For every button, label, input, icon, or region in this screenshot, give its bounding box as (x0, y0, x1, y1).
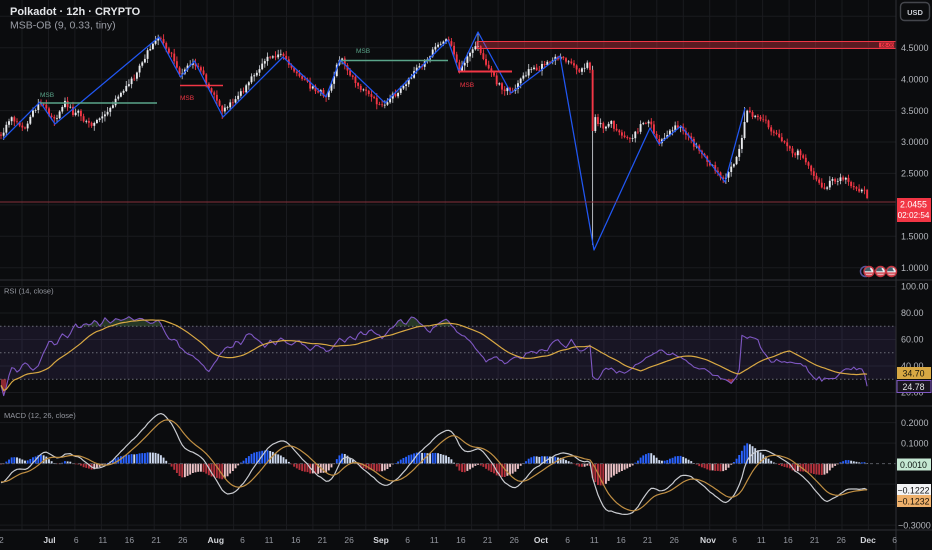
svg-text:3.5000: 3.5000 (901, 106, 929, 116)
svg-text:0.2000: 0.2000 (901, 418, 929, 428)
svg-text:2: 2 (0, 535, 4, 545)
svg-text:MSB: MSB (356, 48, 370, 55)
svg-text:80.00: 80.00 (901, 308, 924, 318)
svg-text:MSB-OB (9, 0.33, tiny): MSB-OB (9, 0.33, tiny) (10, 20, 116, 32)
svg-text:−0.3000: −0.3000 (898, 520, 931, 530)
svg-text:26: 26 (669, 535, 679, 545)
svg-text:MSB: MSB (180, 95, 194, 102)
svg-text:Sep: Sep (373, 535, 389, 545)
svg-text:100.00: 100.00 (901, 282, 929, 292)
svg-text:60.00: 60.00 (901, 335, 924, 345)
svg-text:Polkadot · 12h · CRYPTO: Polkadot · 12h · CRYPTO (10, 6, 141, 18)
svg-text:40.00: 40.00 (901, 361, 924, 371)
svg-text:−0.1222: −0.1222 (897, 485, 929, 495)
svg-text:26: 26 (509, 535, 519, 545)
svg-text:34.70: 34.70 (902, 368, 924, 378)
svg-text:16: 16 (616, 535, 626, 545)
svg-text:16: 16 (125, 535, 135, 545)
svg-text:11: 11 (98, 535, 107, 545)
svg-text:11: 11 (430, 535, 439, 545)
svg-text:6: 6 (405, 535, 410, 545)
svg-text:USD: USD (907, 8, 923, 17)
svg-text:6: 6 (732, 535, 737, 545)
svg-text:26: 26 (178, 535, 188, 545)
svg-text:21: 21 (810, 535, 820, 545)
svg-text:21: 21 (151, 535, 161, 545)
svg-text:16: 16 (783, 535, 793, 545)
svg-text:Dec: Dec (860, 535, 876, 545)
svg-text:11: 11 (757, 535, 766, 545)
svg-text:21: 21 (318, 535, 328, 545)
svg-text:0.0010: 0.0010 (900, 460, 927, 470)
svg-text:16: 16 (291, 535, 301, 545)
svg-text:02:02:54: 02:02:54 (898, 211, 930, 220)
svg-text:6: 6 (240, 535, 245, 545)
svg-text:0.1000: 0.1000 (901, 438, 929, 448)
svg-text:1.5000: 1.5000 (901, 232, 929, 242)
svg-text:Nov: Nov (700, 535, 716, 545)
svg-text:2.5000: 2.5000 (901, 169, 929, 179)
svg-text:21: 21 (643, 535, 653, 545)
svg-text:Aug: Aug (208, 535, 225, 545)
svg-text:1.0000: 1.0000 (901, 263, 929, 273)
svg-text:4.0000: 4.0000 (901, 74, 929, 84)
svg-text:MSB: MSB (460, 82, 474, 89)
svg-text:24.78: 24.78 (902, 382, 924, 392)
svg-text:26: 26 (344, 535, 354, 545)
svg-text:6: 6 (74, 535, 79, 545)
svg-text:−0.1232: −0.1232 (897, 496, 929, 506)
svg-text:16: 16 (456, 535, 466, 545)
svg-text:6: 6 (892, 535, 897, 545)
svg-text:MSB: MSB (40, 92, 54, 99)
svg-text:11: 11 (265, 535, 274, 545)
svg-text:2.0455: 2.0455 (900, 200, 927, 210)
svg-text:Jul: Jul (43, 535, 55, 545)
svg-text:11: 11 (590, 535, 599, 545)
svg-text:26: 26 (836, 535, 846, 545)
svg-text:21: 21 (483, 535, 493, 545)
svg-text:3.0000: 3.0000 (901, 137, 929, 147)
svg-text:4.5000: 4.5000 (901, 43, 929, 53)
svg-text:BB-OB: BB-OB (881, 43, 894, 48)
svg-text:RSI (14, close): RSI (14, close) (4, 287, 54, 296)
svg-text:MACD (12, 26, close): MACD (12, 26, close) (4, 411, 76, 420)
svg-text:Oct: Oct (534, 535, 548, 545)
svg-text:6: 6 (565, 535, 570, 545)
